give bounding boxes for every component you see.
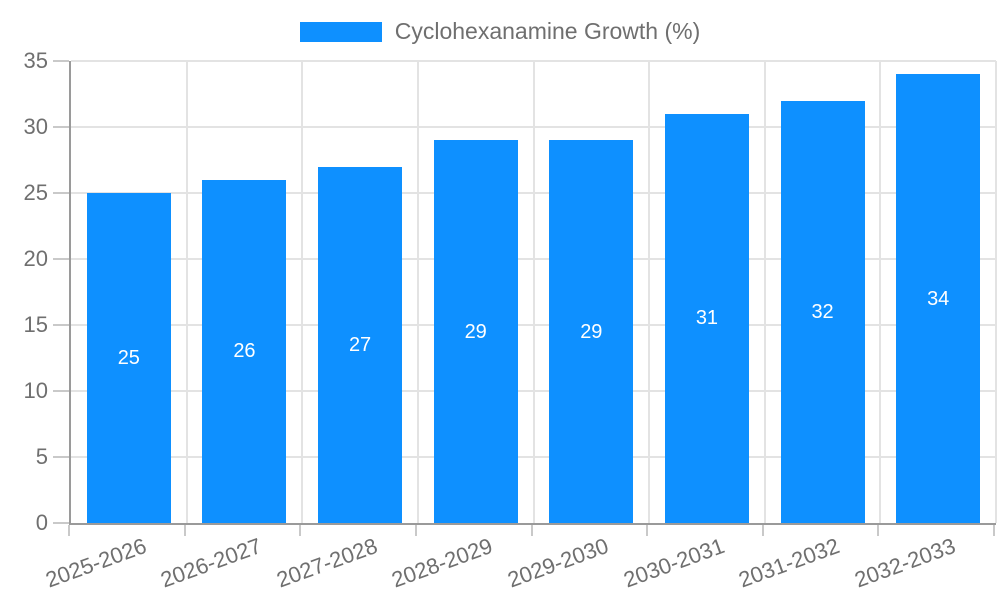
bar-value-label: 26: [233, 340, 256, 363]
y-tick-mark: [53, 390, 69, 392]
x-tick-label: 2030-2031: [620, 533, 728, 593]
y-tick-label: 0: [35, 510, 48, 535]
bar-value-label: 34: [927, 287, 950, 310]
legend-series-label: Cyclohexanamine Growth (%): [394, 18, 701, 44]
bar[interactable]: 32: [780, 100, 865, 523]
bar[interactable]: 29: [433, 140, 518, 523]
y-tick-label: 20: [23, 246, 48, 271]
bar-value-label: 31: [695, 307, 719, 330]
bar-value-label: 29: [464, 320, 487, 343]
x-tick-label: 2025-2026: [41, 533, 150, 593]
bar-value-label: 25: [117, 347, 140, 369]
legend: Cyclohexanamine Growth (%): [0, 18, 1000, 45]
x-tick-mark: [993, 525, 995, 536]
plot-area: 25 26 27 29 29 31 32 34: [69, 60, 997, 525]
y-tick-mark: [53, 522, 69, 524]
y-tick-mark: [53, 60, 69, 62]
bar-value-label: 32: [811, 300, 834, 323]
y-tick-mark: [53, 324, 69, 326]
legend-swatch: [299, 21, 382, 42]
y-tick-mark: [53, 126, 69, 128]
x-tick-mark: [761, 525, 764, 536]
bar[interactable]: 25: [86, 193, 171, 523]
x-gridline: [763, 61, 766, 523]
bar-value-label: 27: [348, 333, 372, 356]
x-tick-mark: [68, 525, 70, 536]
x-gridline: [185, 61, 188, 523]
x-gridline: [995, 61, 997, 523]
x-tick-mark: [646, 525, 649, 536]
x-gridline: [416, 61, 419, 523]
x-gridline: [301, 61, 304, 523]
x-gridline: [879, 61, 882, 523]
x-tick-mark: [183, 525, 186, 536]
y-tick-label: 10: [23, 378, 48, 403]
bar-value-label: 29: [580, 320, 603, 343]
x-tick-mark: [877, 525, 880, 536]
x-tick-label: 2029-2030: [504, 533, 612, 593]
bar[interactable]: 26: [202, 179, 287, 523]
x-tick-mark: [299, 525, 302, 536]
y-tick-label: 30: [23, 114, 48, 139]
bar[interactable]: 29: [549, 140, 634, 523]
y-tick-mark: [53, 258, 69, 260]
y-tick-label: 25: [23, 180, 48, 205]
y-tick-label: 35: [23, 48, 48, 73]
x-tick-mark: [530, 525, 533, 536]
x-tick-label: 2032-2033: [851, 533, 959, 593]
y-tick-mark: [53, 456, 69, 458]
y-tick-label: 15: [23, 312, 48, 337]
x-tick-label: 2031-2032: [735, 533, 844, 593]
bar[interactable]: 27: [318, 166, 403, 523]
x-tick-label: 2027-2028: [273, 533, 381, 593]
bar[interactable]: 31: [664, 113, 749, 523]
x-tick-label: 2026-2027: [157, 533, 265, 593]
x-gridline: [648, 61, 651, 523]
x-tick-mark: [414, 525, 417, 536]
x-tick-label: 2028-2029: [388, 533, 497, 593]
legend-item[interactable]: Cyclohexanamine Growth (%): [299, 18, 701, 45]
y-tick-label: 5: [35, 444, 48, 469]
bar[interactable]: 34: [896, 74, 981, 523]
y-tick-mark: [53, 192, 69, 194]
x-gridline: [532, 61, 535, 523]
